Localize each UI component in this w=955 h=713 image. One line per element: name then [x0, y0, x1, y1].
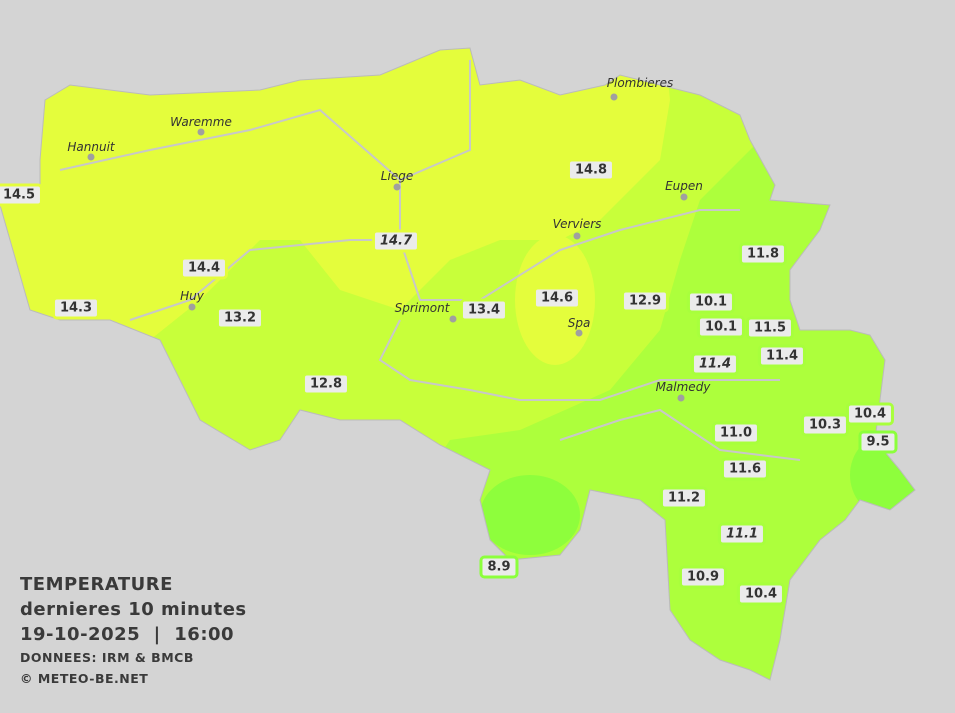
reading-label: 11.2 — [659, 486, 709, 510]
town-hannuit: Hannuit — [67, 140, 115, 154]
town-liege: Liege — [380, 169, 414, 183]
reading-label: 14.4 — [179, 256, 229, 280]
reading-label: 12.8 — [301, 372, 351, 396]
reading-label: 12.9 — [620, 289, 670, 313]
reading-label: 13.4 — [459, 298, 509, 322]
reading-label: 14.8 — [566, 158, 616, 182]
town-waremme: Waremme — [170, 115, 232, 129]
legend-datetime: 19-10-2025 | 16:00 — [20, 624, 235, 645]
town-dot — [197, 128, 205, 136]
reading-label: 10.3 — [800, 413, 850, 437]
reading-label: 11.4 — [690, 352, 740, 376]
legend-subtitle: dernieres 10 minutes — [20, 599, 247, 620]
reading-label: 11.4 — [757, 344, 807, 368]
town-spa: Spa — [567, 316, 591, 330]
reading-label: 10.1 — [696, 315, 746, 339]
reading-label: 14.3 — [51, 296, 101, 320]
legend-title: TEMPERATURE — [20, 574, 173, 595]
reading-label: 10.1 — [686, 290, 736, 314]
reading-label: 8.9 — [479, 555, 519, 579]
reading-label: 13.2 — [215, 306, 265, 330]
reading-label: 11.1 — [717, 522, 767, 546]
reading-label: 11.8 — [738, 242, 788, 266]
town-plombieres: Plombieres — [606, 76, 674, 90]
town-huy: Huy — [180, 289, 204, 303]
reading-label: 14.5 — [0, 183, 44, 207]
reading-label: 10.9 — [678, 565, 728, 589]
town-dot — [188, 303, 196, 311]
reading-label: 11.6 — [720, 457, 770, 481]
town-dot — [393, 183, 401, 191]
town-dot — [87, 153, 95, 161]
town-malmedy: Malmedy — [655, 380, 711, 394]
reading-label: 10.4 — [736, 582, 786, 606]
reading-label: 14.6 — [532, 286, 582, 310]
zone-below-10-west — [480, 475, 580, 555]
town-dot — [573, 232, 581, 240]
map-legend: TEMPERATURE dernieres 10 minutes 19-10-2… — [20, 572, 247, 689]
town-eupen: Eupen — [665, 179, 703, 193]
reading-label: 9.5 — [858, 430, 898, 454]
rivers — [59, 60, 801, 461]
town-dot — [449, 315, 457, 323]
town-verviers: Verviers — [552, 217, 602, 231]
legend-copyright: © METEO-BE.NET — [20, 671, 149, 686]
reading-label: 11.5 — [745, 316, 795, 340]
town-dot — [575, 329, 583, 337]
town-sprimont: Sprimont — [394, 301, 450, 315]
town-dot — [610, 93, 618, 101]
town-dot — [677, 394, 685, 402]
legend-source: DONNEES: IRM & BMCB — [20, 650, 194, 665]
town-dot — [680, 193, 688, 201]
reading-label: 11.0 — [711, 421, 761, 445]
reading-label: 10.4 — [845, 402, 895, 426]
reading-label: 14.7 — [371, 229, 421, 253]
